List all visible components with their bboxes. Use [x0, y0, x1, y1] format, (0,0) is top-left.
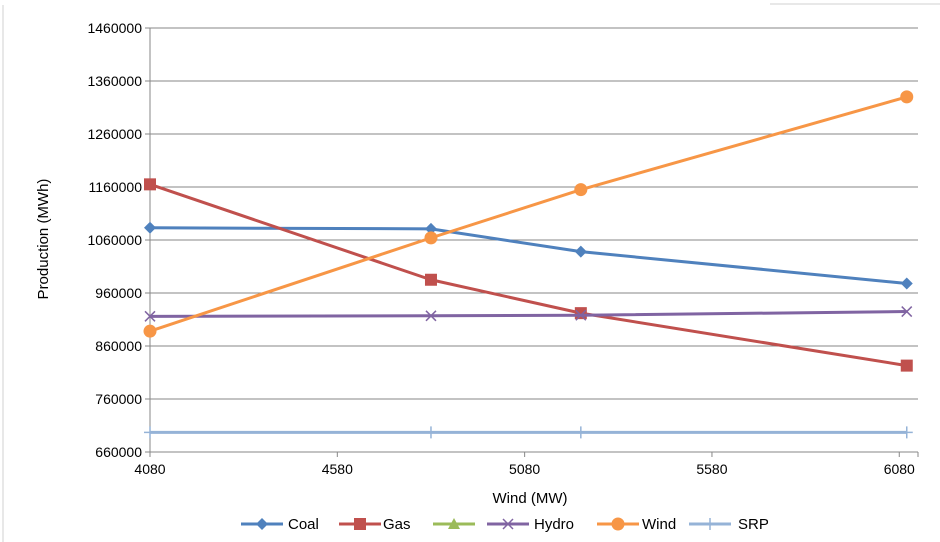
legend-item-wind: Wind [597, 516, 676, 533]
legend-label: Gas [383, 516, 411, 533]
data-point-coal [574, 245, 587, 258]
legend-item-gas: Gas [339, 516, 411, 533]
x-tick-label: 4580 [322, 461, 353, 477]
series-wind [143, 90, 914, 338]
x-tick-label: 6080 [884, 461, 915, 477]
legend-item-srp: SRP [689, 516, 769, 533]
x-axis-title: Wind (MW) [493, 490, 568, 507]
data-point-coal [424, 222, 437, 235]
legend-marker-srp [704, 518, 716, 530]
legend-label: SRP [738, 516, 769, 533]
legend-item-hydro: Hydro [487, 516, 574, 533]
series-srp [144, 426, 913, 439]
data-point-gas [574, 307, 587, 320]
data-point-hydro [425, 310, 437, 322]
legend: Coal Gas Hydro Wind SRP [241, 516, 769, 533]
series-hydro [144, 306, 913, 322]
legend-label: Wind [642, 516, 676, 533]
y-tick-label: 860000 [95, 338, 142, 354]
data-point-srp [574, 426, 587, 439]
data-point-wind [143, 324, 157, 338]
axes [145, 27, 919, 457]
series-line-hydro [149, 310, 907, 318]
y-tick-label: 760000 [95, 391, 142, 407]
gridlines [150, 27, 918, 400]
legend-marker-series-2 [448, 518, 460, 529]
y-tick-label: 1160000 [89, 179, 143, 195]
data-point-coal [144, 221, 156, 234]
legend-marker-hydro [502, 518, 514, 530]
data-point-wind [574, 183, 588, 197]
legend-item-coal: Coal [241, 516, 319, 533]
data-point-coal [900, 277, 913, 290]
legend-marker-coal [256, 518, 268, 530]
y-tick-label: 1360000 [87, 73, 142, 89]
y-tick-label: 1260000 [87, 126, 142, 142]
legend-label: Hydro [534, 516, 574, 533]
legend-marker-wind [611, 517, 625, 531]
y-tick-label: 660000 [95, 444, 142, 460]
data-point-srp [900, 426, 913, 439]
legend-label: Coal [288, 516, 319, 533]
series [143, 90, 914, 439]
data-point-hydro [575, 309, 587, 321]
data-point-wind [900, 90, 914, 104]
x-tick-label: 5580 [696, 461, 727, 477]
series-gas [144, 178, 913, 372]
tick-labels: 660000 760000 860000 960000 1060000 1160000 12… [87, 20, 915, 477]
legend-marker-gas [354, 518, 366, 530]
data-point-gas [900, 359, 913, 372]
x-tick-label: 4080 [134, 461, 165, 477]
data-point-hydro [144, 310, 156, 322]
data-point-gas [144, 178, 156, 191]
series-coal [144, 221, 913, 290]
series-line-coal [149, 226, 907, 285]
series-line-gas [149, 182, 907, 368]
data-point-gas [424, 273, 437, 286]
data-point-wind [424, 231, 438, 245]
y-tick-label: 1060000 [87, 232, 142, 248]
y-axis-title: Production (MWh) [35, 179, 52, 300]
y-tick-label: 960000 [95, 285, 142, 301]
data-point-srp [424, 426, 437, 439]
data-point-srp [144, 426, 156, 439]
series-line-wind [149, 95, 908, 333]
legend-item-series-2 [433, 518, 475, 529]
x-tick-label: 5080 [509, 461, 540, 477]
y-tick-label: 1460000 [87, 20, 142, 36]
data-point-hydro [901, 306, 913, 318]
